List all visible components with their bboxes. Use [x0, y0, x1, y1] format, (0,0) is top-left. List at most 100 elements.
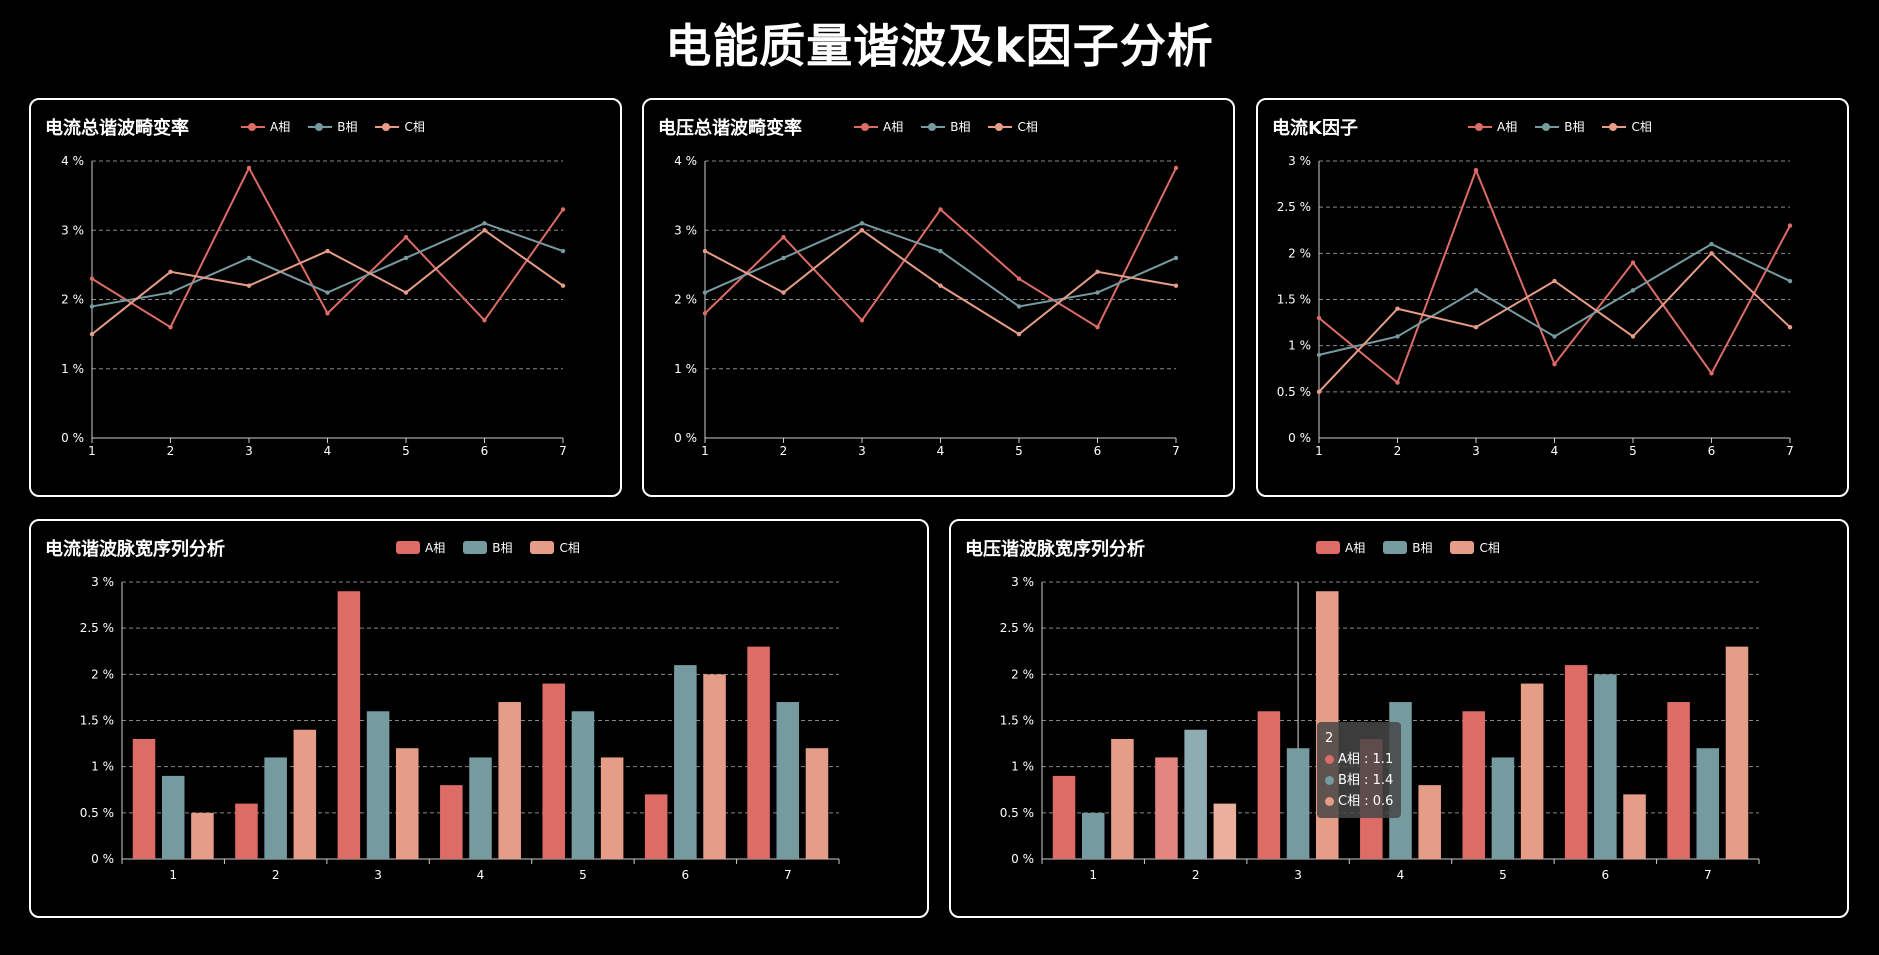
data-point-c[interactable] [702, 248, 708, 254]
data-point-b[interactable] [1473, 288, 1479, 293]
bar-b[interactable] [366, 711, 390, 859]
data-point-c[interactable] [1395, 306, 1400, 311]
data-point-b[interactable] [1709, 241, 1714, 247]
data-point-b[interactable] [168, 290, 173, 295]
data-point-c[interactable] [781, 290, 786, 295]
data-point-a[interactable] [859, 318, 865, 323]
data-point-b[interactable] [482, 221, 487, 226]
bar-b[interactable] [469, 757, 492, 859]
data-point-b[interactable] [1173, 255, 1179, 261]
legend-item-c[interactable]: C相 [530, 539, 580, 556]
data-point-c[interactable] [1630, 334, 1636, 339]
data-point-b[interactable] [89, 304, 95, 309]
legend-item-a[interactable]: A相 [241, 118, 290, 135]
bar-a[interactable] [1564, 665, 1588, 859]
bar-c[interactable] [805, 748, 829, 859]
data-point-a[interactable] [1787, 223, 1793, 228]
data-point-b[interactable] [1787, 278, 1793, 284]
bar-c[interactable] [191, 812, 214, 859]
data-point-c[interactable] [560, 283, 566, 288]
bar-a[interactable] [132, 738, 156, 859]
bar-b[interactable] [776, 702, 800, 859]
data-point-c[interactable] [1787, 325, 1793, 330]
data-point-c[interactable] [1552, 278, 1557, 284]
bar-b[interactable] [1696, 748, 1720, 859]
data-point-b[interactable] [702, 290, 708, 295]
bar-c[interactable] [600, 757, 624, 859]
legend-item-a[interactable]: A相 [396, 539, 445, 556]
bar-b[interactable] [161, 775, 185, 859]
data-point-a[interactable] [938, 207, 943, 212]
data-point-b[interactable] [1552, 334, 1557, 339]
data-point-a[interactable] [325, 311, 330, 316]
data-point-c[interactable] [1173, 283, 1179, 288]
legend-item-c[interactable]: C相 [375, 118, 425, 135]
data-point-a[interactable] [1095, 325, 1100, 330]
data-point-b[interactable] [859, 221, 865, 226]
bar-c[interactable] [1213, 803, 1237, 859]
data-point-a[interactable] [781, 234, 786, 240]
bar-a[interactable] [542, 683, 566, 859]
data-point-c[interactable] [938, 283, 943, 288]
bar-c[interactable] [498, 702, 521, 859]
data-point-a[interactable] [1316, 315, 1322, 321]
data-point-a[interactable] [1630, 260, 1636, 265]
data-point-a[interactable] [702, 311, 708, 316]
legend-item-c[interactable]: C相 [1450, 539, 1500, 556]
data-point-c[interactable] [168, 269, 173, 274]
legend-item-a[interactable]: A相 [1316, 539, 1365, 556]
legend-item-a[interactable]: A相 [854, 118, 903, 135]
legend-item-b[interactable]: B相 [1535, 118, 1584, 135]
data-point-b[interactable] [938, 248, 943, 254]
bar-a[interactable] [644, 794, 668, 859]
data-point-a[interactable] [560, 207, 566, 212]
data-point-c[interactable] [89, 331, 95, 337]
bar-a[interactable] [1155, 757, 1178, 859]
data-point-b[interactable] [1395, 334, 1400, 339]
data-point-b[interactable] [1630, 288, 1636, 293]
bar-b[interactable] [1286, 748, 1310, 859]
data-point-a[interactable] [1709, 371, 1714, 376]
data-point-c[interactable] [1095, 269, 1100, 274]
bar-c[interactable] [395, 748, 419, 859]
data-point-b[interactable] [560, 248, 566, 254]
data-point-b[interactable] [1016, 304, 1022, 309]
data-point-c[interactable] [1316, 389, 1322, 395]
data-point-c[interactable] [1709, 251, 1714, 256]
bar-c[interactable] [1111, 738, 1134, 859]
bar-b[interactable] [1594, 674, 1617, 859]
data-point-a[interactable] [1016, 276, 1022, 281]
data-point-a[interactable] [1552, 361, 1557, 367]
data-point-a[interactable] [168, 325, 173, 330]
bar-a[interactable] [1257, 711, 1281, 859]
data-point-a[interactable] [246, 165, 252, 171]
bar-c[interactable] [1520, 683, 1544, 859]
bar-a[interactable] [337, 591, 361, 859]
bar-c[interactable] [1418, 785, 1441, 859]
bar-b[interactable] [1491, 757, 1515, 859]
bar-b[interactable] [571, 711, 595, 859]
bar-a[interactable] [747, 646, 770, 859]
bar-b[interactable] [1081, 812, 1105, 859]
legend-item-b[interactable]: B相 [463, 539, 512, 556]
legend-item-c[interactable]: C相 [988, 118, 1038, 135]
data-point-b[interactable] [1095, 290, 1100, 295]
bar-c[interactable] [703, 674, 726, 859]
data-point-a[interactable] [403, 234, 409, 240]
legend-item-a[interactable]: A相 [1468, 118, 1517, 135]
data-point-c[interactable] [859, 228, 865, 233]
data-point-b[interactable] [1316, 352, 1322, 358]
bar-a[interactable] [235, 803, 258, 859]
bar-a[interactable] [440, 785, 463, 859]
legend-item-b[interactable]: B相 [308, 118, 357, 135]
data-point-c[interactable] [1473, 325, 1479, 330]
bar-a[interactable] [1462, 711, 1486, 859]
data-point-b[interactable] [403, 255, 409, 261]
bar-c[interactable] [293, 729, 317, 859]
data-point-b[interactable] [781, 255, 786, 261]
data-point-c[interactable] [325, 248, 330, 254]
data-point-a[interactable] [1173, 165, 1179, 171]
data-point-a[interactable] [482, 318, 487, 323]
data-point-b[interactable] [325, 290, 330, 295]
bar-c[interactable] [1725, 646, 1749, 859]
